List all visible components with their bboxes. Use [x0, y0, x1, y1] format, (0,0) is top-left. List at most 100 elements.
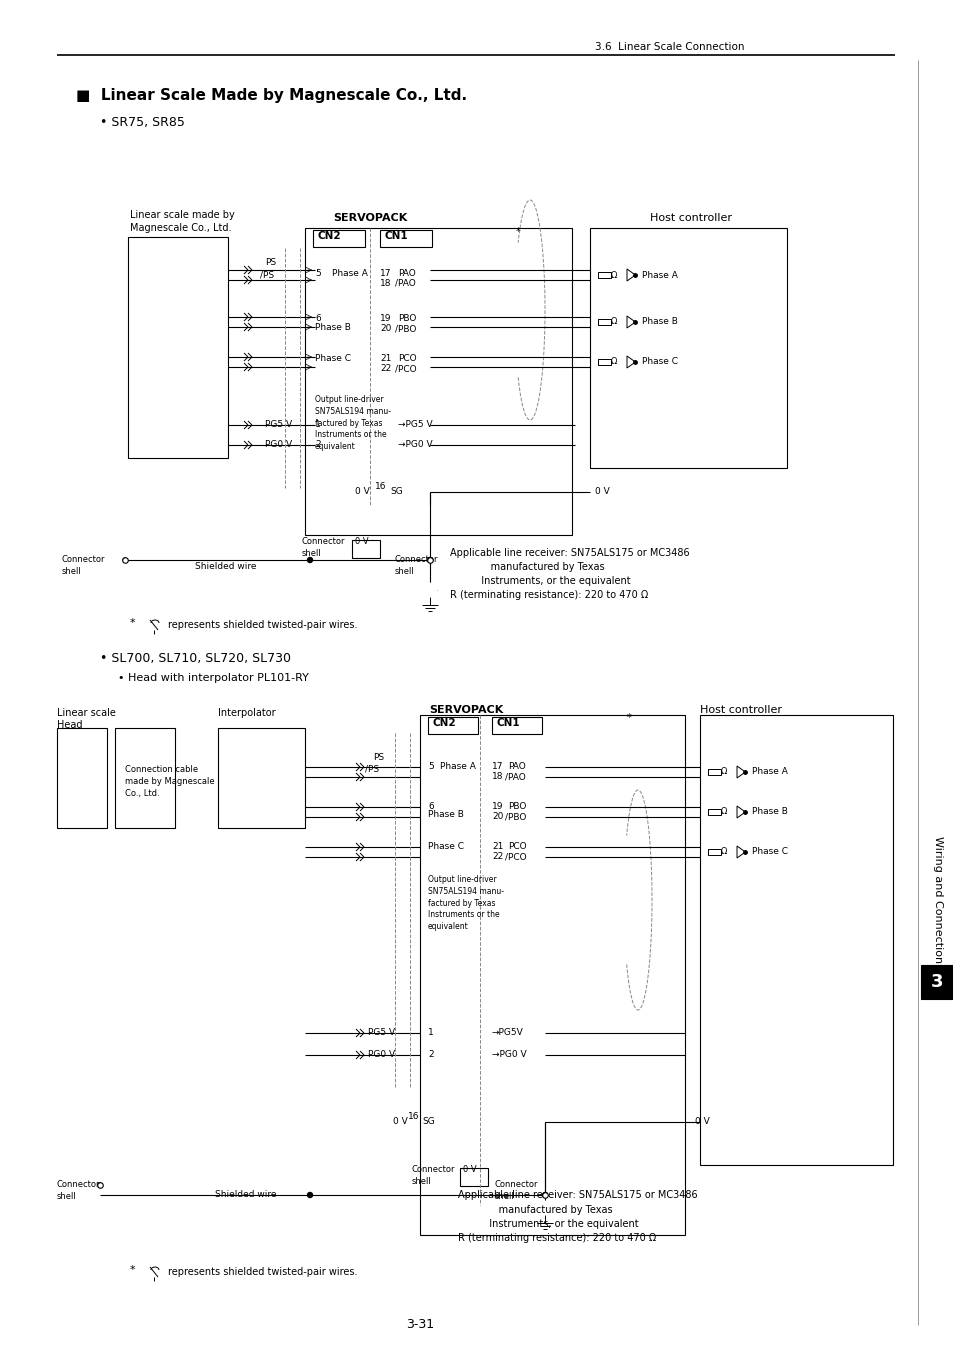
- Text: Interpolator: Interpolator: [218, 707, 275, 718]
- Text: ■  Linear Scale Made by Magnescale Co., Ltd.: ■ Linear Scale Made by Magnescale Co., L…: [76, 88, 467, 103]
- Text: PG0 V: PG0 V: [265, 440, 292, 450]
- Text: 2: 2: [428, 1050, 434, 1058]
- Text: /PS: /PS: [260, 270, 274, 279]
- Text: Phase B: Phase B: [641, 317, 678, 325]
- Circle shape: [98, 1183, 102, 1187]
- Bar: [598, 319, 610, 325]
- Bar: [115, 728, 174, 828]
- Text: 16: 16: [408, 1112, 419, 1120]
- Polygon shape: [626, 316, 635, 328]
- Text: 2: 2: [314, 440, 320, 450]
- Bar: [920, 965, 952, 999]
- Circle shape: [422, 583, 436, 597]
- Text: • SR75, SR85: • SR75, SR85: [100, 116, 185, 130]
- Text: Phase C: Phase C: [641, 356, 678, 366]
- Circle shape: [537, 1202, 552, 1215]
- Text: CN2: CN2: [433, 718, 456, 728]
- Text: 0 V: 0 V: [355, 537, 368, 545]
- Text: Phase B: Phase B: [428, 810, 463, 819]
- Bar: [352, 540, 379, 558]
- Text: PG5 V: PG5 V: [265, 420, 292, 429]
- Text: CN2: CN2: [317, 231, 341, 242]
- Text: PG5 V: PG5 V: [368, 1027, 395, 1037]
- Text: 3: 3: [930, 973, 943, 991]
- Bar: [379, 230, 432, 247]
- Text: Connector
shell: Connector shell: [57, 1180, 100, 1200]
- Circle shape: [307, 1192, 313, 1197]
- Text: Ω: Ω: [720, 807, 726, 815]
- Circle shape: [123, 558, 127, 562]
- Text: 20: 20: [379, 324, 391, 333]
- Polygon shape: [626, 269, 635, 281]
- Text: represents shielded twisted-pair wires.: represents shielded twisted-pair wires.: [168, 620, 357, 630]
- Text: Wiring and Connection: Wiring and Connection: [932, 837, 942, 964]
- Text: 5: 5: [314, 269, 320, 278]
- Text: →PG0 V: →PG0 V: [492, 1050, 526, 1058]
- Text: →PG5 V: →PG5 V: [397, 420, 432, 429]
- Text: Applicable line receiver: SN75ALS175 or MC3486: Applicable line receiver: SN75ALS175 or …: [457, 1189, 697, 1200]
- Text: Connector
shell: Connector shell: [395, 555, 438, 576]
- Bar: [313, 230, 365, 247]
- Text: 18: 18: [379, 279, 391, 288]
- Text: Ω: Ω: [720, 846, 726, 856]
- Bar: [428, 717, 477, 734]
- Text: PAO: PAO: [397, 269, 416, 278]
- Text: SERVOPACK: SERVOPACK: [429, 705, 502, 716]
- Text: Phase B: Phase B: [751, 807, 787, 815]
- Text: 6: 6: [428, 802, 434, 811]
- Text: Shielded wire: Shielded wire: [194, 562, 256, 571]
- Text: Instruments, or the equivalent: Instruments, or the equivalent: [450, 576, 630, 586]
- Bar: [57, 728, 107, 828]
- Text: 5: 5: [428, 761, 434, 771]
- Text: 0 V: 0 V: [462, 1165, 476, 1174]
- Text: Ω: Ω: [720, 767, 726, 776]
- Text: PBO: PBO: [507, 802, 526, 811]
- Text: PBO: PBO: [397, 315, 416, 323]
- Text: Linear scale made by
Magnescale Co., Ltd.: Linear scale made by Magnescale Co., Ltd…: [130, 211, 234, 234]
- Text: /PCO: /PCO: [504, 852, 526, 861]
- Text: R (terminating resistance): 220 to 470 Ω: R (terminating resistance): 220 to 470 Ω: [450, 590, 648, 599]
- Polygon shape: [626, 356, 635, 369]
- Text: Host controller: Host controller: [649, 213, 731, 223]
- Text: PG0 V: PG0 V: [368, 1050, 395, 1058]
- Text: PCO: PCO: [397, 354, 416, 363]
- Text: /PCO: /PCO: [395, 364, 416, 373]
- Bar: [305, 228, 572, 535]
- Text: 0 V: 0 V: [695, 1116, 709, 1126]
- Text: Connector
shell: Connector shell: [62, 555, 106, 576]
- Circle shape: [427, 558, 432, 563]
- Text: /PS: /PS: [365, 765, 378, 774]
- Bar: [419, 716, 684, 1235]
- Text: SG: SG: [390, 487, 402, 495]
- Text: • SL700, SL710, SL720, SL730: • SL700, SL710, SL720, SL730: [100, 652, 291, 666]
- Bar: [707, 769, 720, 775]
- Text: Ω: Ω: [610, 271, 617, 279]
- Bar: [700, 716, 892, 1165]
- Text: SERVOPACK: SERVOPACK: [333, 213, 407, 223]
- Text: Connector
shell: Connector shell: [495, 1180, 537, 1200]
- Text: Ω: Ω: [610, 356, 617, 366]
- Text: Phase C: Phase C: [314, 354, 351, 363]
- Text: PAO: PAO: [507, 761, 525, 771]
- Text: /PAO: /PAO: [395, 279, 416, 288]
- Text: Output line-driver
SN75ALS194 manu-
factured by Texas
Instruments or the
equival: Output line-driver SN75ALS194 manu- fact…: [428, 875, 503, 932]
- Text: /PBO: /PBO: [504, 811, 526, 821]
- Text: Phase B: Phase B: [314, 323, 351, 332]
- Text: 18: 18: [492, 772, 503, 782]
- Text: CN1: CN1: [497, 718, 520, 728]
- Text: *: *: [130, 1265, 135, 1274]
- Bar: [128, 238, 228, 458]
- Text: Phase A: Phase A: [332, 269, 368, 278]
- Text: Phase C: Phase C: [751, 846, 787, 856]
- Text: 0 V: 0 V: [393, 1116, 407, 1126]
- Text: PS: PS: [373, 753, 384, 761]
- Text: Output line-driver
SN75ALS194 manu-
factured by Texas
Instruments or the
equival: Output line-driver SN75ALS194 manu- fact…: [314, 396, 391, 451]
- Text: R (terminating resistance): 220 to 470 Ω: R (terminating resistance): 220 to 470 Ω: [457, 1233, 656, 1243]
- Bar: [218, 728, 305, 828]
- Text: 19: 19: [379, 315, 391, 323]
- Bar: [589, 228, 786, 468]
- Bar: [492, 717, 541, 734]
- Text: 0 V: 0 V: [595, 487, 609, 495]
- Text: Phase A: Phase A: [439, 761, 476, 771]
- Bar: [598, 271, 610, 278]
